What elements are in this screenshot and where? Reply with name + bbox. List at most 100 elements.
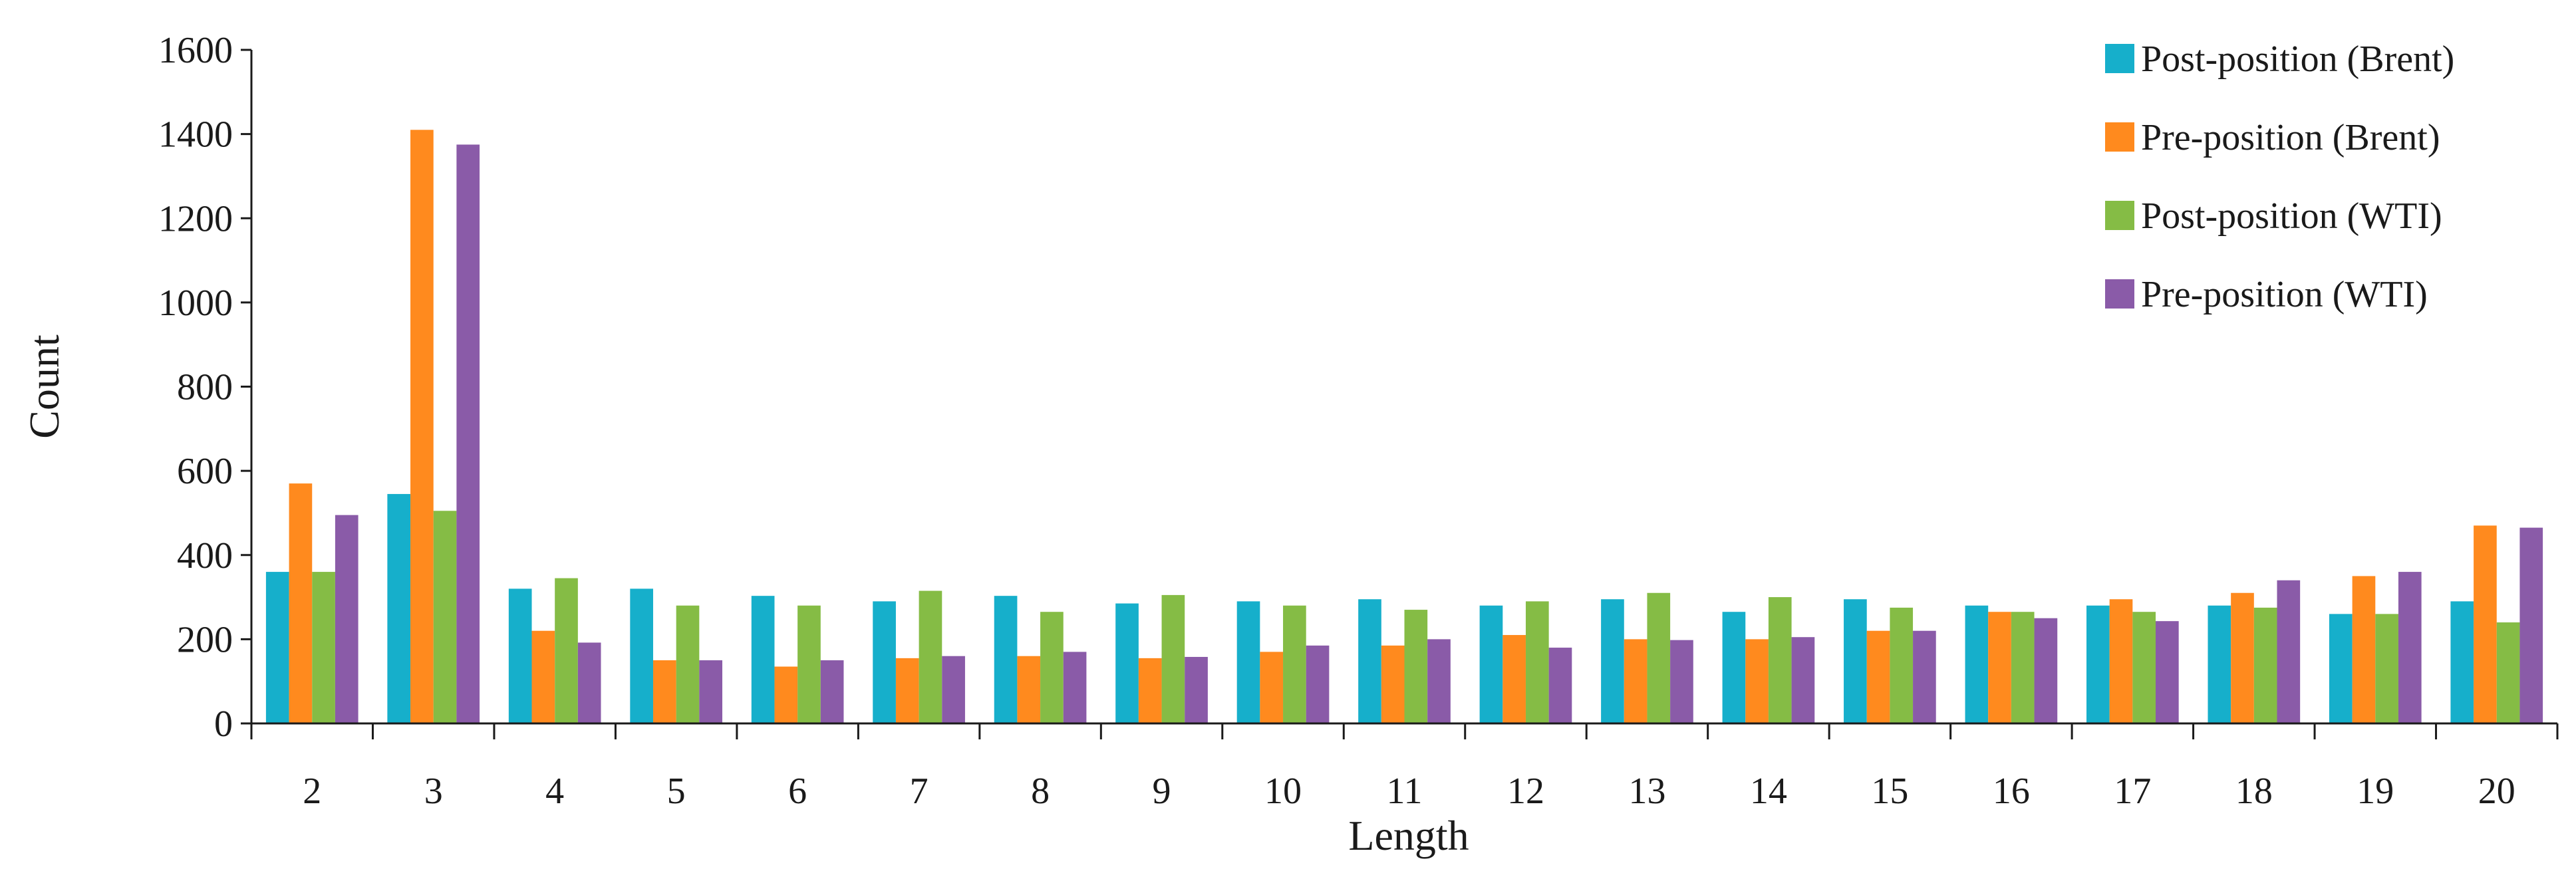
x-axis-title-group: Length: [1348, 812, 1469, 859]
y-tick-label: 1000: [158, 283, 233, 324]
bar-post-position-brent-20: [2450, 601, 2474, 723]
bar-pre-position-brent-11: [1381, 645, 1405, 723]
bar-pre-position-wti-4: [577, 642, 601, 723]
bar-post-position-brent-7: [873, 601, 896, 723]
bar-pre-position-brent-8: [1017, 656, 1041, 723]
bar-pre-position-brent-2: [289, 483, 313, 723]
bar-pre-position-wti-13: [1670, 640, 1693, 723]
axes: [250, 50, 2557, 725]
bar-pre-position-brent-16: [1988, 612, 2011, 723]
legend: Post-position (Brent) Pre-position (Brent…: [2105, 39, 2454, 315]
y-axis-title-group: Count: [21, 334, 68, 439]
bar-post-position-brent-16: [1965, 605, 1989, 723]
bar-pre-position-brent-4: [531, 630, 555, 723]
bar-post-position-wti-13: [1647, 592, 1671, 723]
bar-pre-position-wti-18: [2277, 580, 2301, 723]
legend-swatch: [2105, 201, 2134, 230]
x-tick-label: 16: [1993, 771, 2030, 812]
bar-post-position-brent-18: [2208, 605, 2231, 723]
bar-pre-position-wti-8: [1063, 652, 1087, 723]
y-tick-label: 200: [177, 619, 233, 660]
bar-pre-position-wti-19: [2398, 572, 2422, 723]
bar-post-position-brent-5: [630, 588, 653, 723]
x-tick-label: 15: [1871, 771, 1908, 812]
bar-pre-position-brent-18: [2231, 592, 2254, 723]
bar-post-position-wti-16: [2011, 612, 2035, 723]
bar-post-position-wti-8: [1040, 612, 1064, 723]
bar-post-position-brent-10: [1236, 601, 1260, 723]
x-tick-label: 18: [2235, 771, 2273, 812]
y-tick-label: 400: [177, 535, 233, 576]
bar-post-position-brent-3: [387, 493, 411, 723]
bar-post-position-wti-14: [1768, 597, 1792, 723]
legend-label: Post-position (WTI): [2141, 195, 2442, 237]
bar-pre-position-wti-17: [2156, 621, 2179, 723]
legend-label: Post-position (Brent): [2141, 39, 2454, 80]
bar-pre-position-brent-15: [1866, 630, 1890, 723]
bar-pre-position-wti-2: [335, 515, 358, 723]
bars: [265, 130, 2543, 724]
bar-pre-position-brent-9: [1138, 658, 1162, 723]
x-tick-label: 13: [1628, 771, 1665, 812]
bar-pre-position-wti-3: [456, 144, 480, 723]
x-tick-label: 14: [1750, 771, 1787, 812]
x-tick-label: 10: [1264, 771, 1302, 812]
bar-post-position-brent-8: [994, 596, 1018, 723]
y-tick-label: 1200: [158, 198, 233, 239]
bar-post-position-brent-11: [1358, 599, 1381, 723]
bar-pre-position-wti-7: [942, 656, 965, 723]
bar-pre-position-brent-20: [2474, 525, 2497, 723]
bar-pre-position-brent-7: [895, 658, 919, 723]
legend-label: Pre-position (WTI): [2141, 274, 2428, 315]
bar-post-position-wti-2: [312, 572, 335, 723]
legend-swatch: [2105, 44, 2134, 73]
x-axis-ticks: 2 3 4 5 6 7 8 9 10 11 12 13 14 15 16 17 18 19 20: [250, 723, 2559, 812]
x-tick-label: 9: [1153, 771, 1171, 812]
bar-post-position-wti-11: [1404, 610, 1428, 723]
x-tick-label: 2: [303, 771, 321, 812]
x-tick-label: 5: [667, 771, 686, 812]
x-tick-label: 6: [788, 771, 807, 812]
y-axis-ticks: 0 200 400 600 800 1000 1200 1400 1600: [158, 30, 251, 745]
x-tick-label: 12: [1507, 771, 1544, 812]
bar-pre-position-wti-12: [1548, 648, 1572, 723]
bar-pre-position-wti-9: [1185, 656, 1208, 723]
bar-post-position-brent-14: [1722, 612, 1746, 723]
bar-pre-position-wti-15: [1913, 630, 1936, 723]
y-tick-label: 0: [214, 703, 233, 745]
bar-post-position-brent-2: [265, 572, 289, 723]
bar-pre-position-wti-11: [1427, 639, 1451, 724]
bar-post-position-wti-17: [2132, 612, 2156, 723]
bar-post-position-brent-9: [1115, 603, 1139, 723]
bar-pre-position-brent-6: [774, 666, 798, 723]
x-axis-title: Length: [1348, 812, 1469, 859]
y-tick-label: 1400: [158, 114, 233, 156]
x-tick-label: 11: [1387, 771, 1423, 812]
bar-pre-position-wti-5: [699, 660, 722, 723]
bar-post-position-brent-15: [1844, 599, 1867, 723]
bar-pre-position-brent-13: [1624, 639, 1647, 724]
bar-post-position-wti-18: [2253, 607, 2277, 723]
bar-post-position-brent-4: [508, 588, 532, 723]
bar-post-position-wti-4: [555, 578, 578, 723]
legend-label: Pre-position (Brent): [2141, 117, 2440, 158]
bar-pre-position-brent-14: [1745, 639, 1769, 724]
bar-post-position-brent-12: [1479, 605, 1503, 723]
bar-post-position-wti-15: [1890, 607, 1914, 723]
x-tick-label: 7: [910, 771, 929, 812]
bar-post-position-wti-7: [919, 590, 942, 723]
bar-post-position-wti-19: [2375, 614, 2398, 723]
bar-post-position-brent-13: [1601, 599, 1624, 723]
bar-pre-position-wti-20: [2519, 527, 2543, 723]
x-tick-label: 19: [2357, 771, 2394, 812]
bar-pre-position-brent-17: [2109, 599, 2133, 723]
bar-pre-position-wti-14: [1791, 637, 1815, 723]
y-tick-label: 800: [177, 367, 233, 408]
bar-pre-position-wti-6: [820, 660, 844, 723]
bar-pre-position-brent-12: [1503, 635, 1526, 723]
bar-post-position-brent-17: [2086, 605, 2110, 723]
bar-post-position-brent-19: [2329, 614, 2353, 723]
bar-post-position-wti-6: [797, 605, 821, 723]
y-tick-label: 600: [177, 451, 233, 492]
